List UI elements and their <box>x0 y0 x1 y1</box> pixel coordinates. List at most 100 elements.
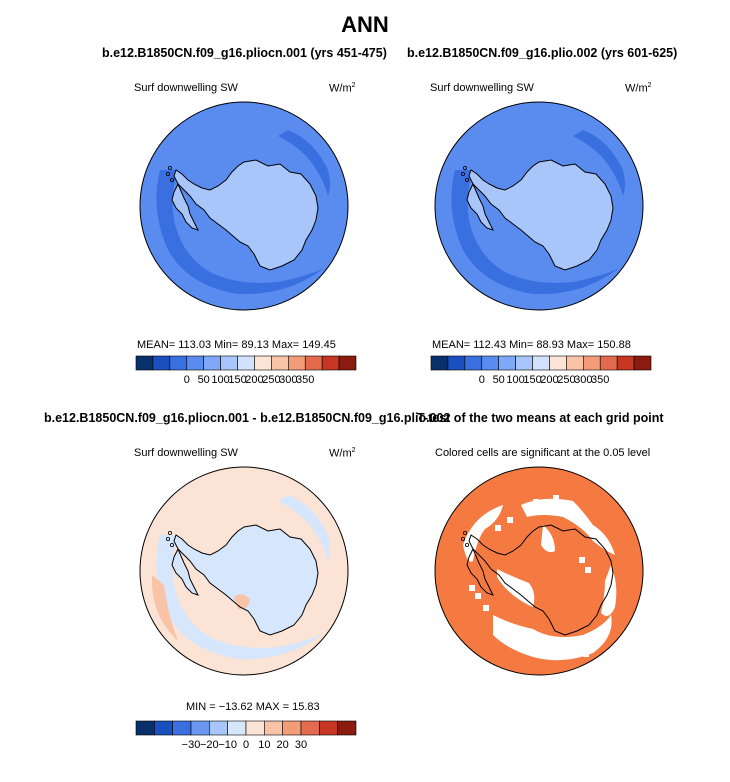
colorbar-box-9 <box>300 720 320 736</box>
peninsula-coastline <box>466 182 494 231</box>
colorbar-box-8 <box>271 355 289 371</box>
main-title: ANN <box>341 12 389 37</box>
panel2-units: W/m2 <box>625 82 652 95</box>
colorbar-tick-label: 0 <box>479 374 485 386</box>
colorbar-box-11 <box>616 355 635 371</box>
colorbar-box-10 <box>304 355 323 371</box>
panel2-variable-label: Surf downwelling SW <box>430 82 534 94</box>
not-significant-patch-4 <box>497 569 535 607</box>
island-2 <box>170 543 175 548</box>
panel4-variable-label: Colored cells are significant at the 0.0… <box>435 447 651 459</box>
ocean-band-northeast <box>278 495 330 561</box>
colorbar-box-2 <box>172 720 192 736</box>
peninsula-field <box>467 184 493 230</box>
colorbar-tick-label: 30 <box>295 739 307 751</box>
colorbar-box-8 <box>282 720 302 736</box>
map-field <box>435 102 643 310</box>
ocean-band-northeast <box>573 130 625 196</box>
colorbar-box-1 <box>152 355 171 371</box>
panel1-polar-map <box>139 101 349 311</box>
colorbar-box-3 <box>190 720 210 736</box>
southern-ocean-band <box>156 535 324 660</box>
continent-field <box>174 525 318 635</box>
colorbar-box-6 <box>237 355 255 371</box>
colorbar-box-0 <box>135 720 155 736</box>
peninsula-coastline <box>171 547 199 596</box>
peninsula-coastline <box>466 547 494 596</box>
colorbar-tick-label: 300 <box>574 374 592 386</box>
not-significant-cell-6 <box>579 557 585 563</box>
panel2-polar-map <box>434 101 644 311</box>
colorbar-box-5 <box>227 720 247 736</box>
island-2 <box>170 178 175 183</box>
colorbar-box-11 <box>337 720 357 736</box>
not-significant-patch-3 <box>493 615 612 661</box>
island-2 <box>465 178 470 183</box>
colorbar-tick-label: 150 <box>523 374 541 386</box>
panel3-variable-label: Surf downwelling SW <box>134 447 238 459</box>
not-significant-cell-7 <box>585 567 591 573</box>
island-1 <box>460 172 465 177</box>
colorbar-tick-label: 50 <box>198 374 210 386</box>
map-boundary <box>434 101 644 311</box>
not-significant-cell-2 <box>483 605 489 611</box>
colorbar-tick-label: 10 <box>258 739 270 751</box>
colorbar-box-8 <box>566 355 584 371</box>
colorbar-tick-label: 300 <box>279 374 297 386</box>
colorbar-box-6 <box>245 720 265 736</box>
panel4-title: T-test of the two means at each grid poi… <box>417 411 664 425</box>
colorbar-box-3 <box>481 355 499 371</box>
southern-ocean-band <box>156 170 324 295</box>
island-0 <box>167 531 172 536</box>
not-significant-cell-8 <box>495 525 501 531</box>
map-field <box>140 467 348 675</box>
antarctica-coastline <box>468 159 614 271</box>
peninsula-field <box>172 549 198 595</box>
colorbar-tick-label: 250 <box>557 374 575 386</box>
colorbar-box-7 <box>549 355 567 371</box>
panel2-stats: MEAN= 112.43 Min= 88.93 Max= 150.88 <box>432 339 631 351</box>
island-1 <box>165 537 170 542</box>
map-field <box>140 102 348 310</box>
colorbar-box-12 <box>633 355 652 371</box>
colorbar-box-9 <box>583 355 601 371</box>
colorbar-box-5 <box>220 355 238 371</box>
not-significant-cell-4 <box>591 641 597 647</box>
continent-field <box>174 160 318 270</box>
positive-anomaly-west <box>151 575 178 641</box>
colorbar-tick-label: −30 <box>182 739 201 751</box>
colorbar-box-7 <box>254 355 272 371</box>
not-significant-patch-1 <box>521 498 615 555</box>
colorbar-box-4 <box>203 355 221 371</box>
panel1-title: b.e12.B1850CN.f09_g16.pliocn.001 (yrs 45… <box>102 46 387 60</box>
island-0 <box>167 166 172 171</box>
not-significant-cell-0 <box>469 585 475 591</box>
map-boundary <box>139 466 349 676</box>
colorbar-box-10 <box>319 720 338 736</box>
colorbar-box-4 <box>209 720 228 736</box>
colorbar-tick-label: 100 <box>506 374 524 386</box>
not-significant-cell-1 <box>475 593 481 599</box>
colorbar-box-2 <box>464 355 483 371</box>
colorbar-box-6 <box>532 355 550 371</box>
colorbar-box-7 <box>264 720 283 736</box>
panel3-stats: MIN = −13.62 MAX = 15.83 <box>186 701 320 713</box>
peninsula-field <box>172 184 198 230</box>
colorbar-tick-label: 0 <box>243 739 249 751</box>
not-significant-cell-5 <box>605 603 611 609</box>
colorbar-box-1 <box>447 355 466 371</box>
map-boundary <box>139 101 349 311</box>
colorbar-tick-label: 0 <box>184 374 190 386</box>
panel3-colorbar: −30 −20 −10 0 10 20 30 <box>135 720 357 751</box>
map-field <box>435 467 643 675</box>
colorbar-tick-label: 350 <box>591 374 609 386</box>
southern-ocean-band <box>451 170 619 295</box>
panel1-stats: MEAN= 113.03 Min= 89.13 Max= 149.45 <box>137 339 336 351</box>
colorbar-box-1 <box>154 720 173 736</box>
panel1-variable-label: Surf downwelling SW <box>134 82 238 94</box>
colorbar-box-0 <box>430 355 449 371</box>
panel3-polar-map <box>139 466 349 676</box>
peninsula-coastline <box>171 182 199 231</box>
island-2 <box>465 543 470 548</box>
